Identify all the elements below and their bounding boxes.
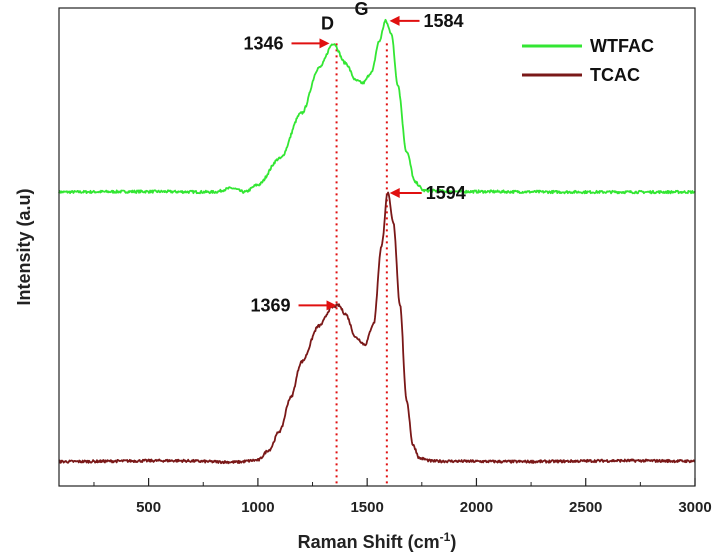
- x-axis-ticks: 500 1000 1500 2000 2500 3000: [93, 478, 712, 516]
- series-line-wtfac: [58, 18, 696, 195]
- peak-annotations: 1346 1584 1369 1594 D G: [243, 0, 465, 315]
- peak-label-1584: 1584: [424, 11, 464, 31]
- legend-label-tcac: TCAC: [590, 65, 640, 85]
- x-tick-label: 1500: [350, 499, 383, 516]
- peak-label-1594: 1594: [426, 183, 466, 203]
- x-tick-label: 3000: [678, 499, 711, 516]
- plot-frame: [58, 7, 696, 487]
- x-axis-title-superscript: -1: [440, 530, 451, 544]
- arrow-1594-head: [389, 187, 400, 198]
- x-axis-title: Raman Shift (cm-1): [298, 530, 457, 552]
- x-axis-title-suffix: ): [450, 532, 456, 552]
- x-tick-label: 500: [136, 499, 161, 516]
- arrow-1369-head: [326, 300, 337, 311]
- arrow-1346-head: [319, 38, 330, 49]
- legend: WTFAC TCAC: [522, 36, 654, 85]
- band-label-d: D: [321, 13, 334, 33]
- x-tick-label: 2500: [569, 499, 602, 516]
- arrow-1584-head: [389, 15, 400, 26]
- legend-label-wtfac: WTFAC: [590, 36, 654, 56]
- series-line-tcac: [58, 191, 696, 465]
- dotted-guide-lines: [335, 43, 388, 486]
- band-label-g: G: [355, 0, 369, 19]
- x-axis-title-main: Raman Shift (cm: [298, 532, 440, 552]
- x-tick-label: 2000: [460, 499, 493, 516]
- y-axis-title: Intensity (a.u): [14, 188, 34, 305]
- peak-label-1346: 1346: [243, 33, 283, 53]
- series-lines: [58, 18, 696, 465]
- peak-label-1369: 1369: [250, 295, 290, 315]
- x-tick-label: 1000: [241, 499, 274, 516]
